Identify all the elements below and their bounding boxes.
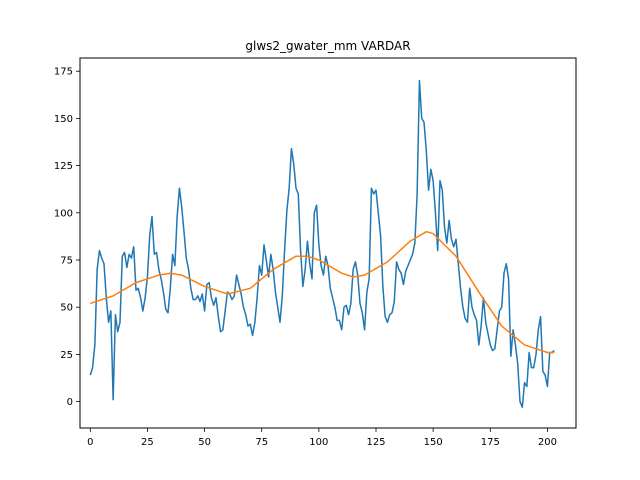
x-tick-label: 100 (309, 437, 328, 448)
x-axis: 0 25 50 75 100 125 150 175 200 (87, 428, 557, 448)
series-line-2 (90, 230, 555, 354)
y-tick-label: 125 (54, 161, 73, 172)
x-tick-label: 150 (424, 437, 443, 448)
y-tick-label: 25 (60, 350, 73, 361)
chart-title: glws2_gwater_mm VARDAR (245, 39, 410, 53)
y-tick-label: 0 (67, 397, 73, 408)
x-tick-label: 0 (87, 437, 93, 448)
y-tick-label: 75 (60, 255, 73, 266)
y-tick-label: 175 (54, 67, 73, 78)
plot-area (80, 58, 576, 428)
series-layer (89, 79, 555, 408)
y-tick-label: 150 (54, 114, 73, 125)
y-tick-label: 50 (60, 303, 73, 314)
x-tick-label: 125 (366, 437, 385, 448)
series-line-1 (89, 79, 555, 408)
plot-frame (79, 57, 577, 429)
x-tick-label: 25 (141, 437, 154, 448)
x-tick-label: 175 (481, 437, 500, 448)
x-tick-label: 75 (255, 437, 268, 448)
y-tick-label: 100 (54, 208, 73, 219)
y-axis: 0 25 50 75 100 125 150 175 (54, 67, 80, 408)
x-tick-label: 200 (538, 437, 557, 448)
x-tick-label: 50 (198, 437, 211, 448)
